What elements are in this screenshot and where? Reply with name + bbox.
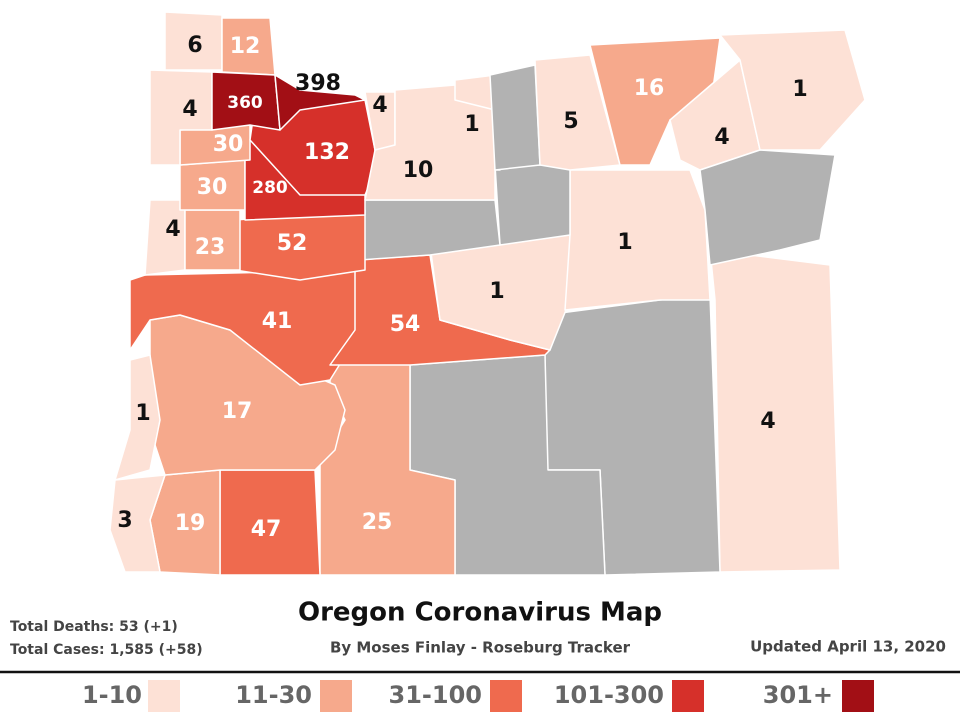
county-cases: 54	[390, 312, 421, 337]
county-cases: 6	[187, 33, 202, 58]
title: Oregon Coronavirus Map	[298, 598, 662, 628]
subtitle: By Moses Finlay - Roseburg Tracker	[330, 639, 631, 657]
county	[719, 29, 866, 151]
county	[274, 74, 366, 131]
county-cases: 4	[372, 93, 387, 118]
county-cases: 1	[489, 279, 504, 304]
county-cases: 280	[252, 178, 288, 198]
legend-swatch	[490, 680, 522, 712]
county-cases: 360	[227, 93, 263, 113]
county	[211, 71, 281, 131]
updated: Updated April 13, 2020	[750, 638, 946, 656]
legend-label: 101-300	[554, 681, 664, 709]
total-cases: Total Cases: 1,585 (+58)	[10, 642, 203, 658]
county-cases: 1	[617, 230, 632, 255]
county-cases: 12	[230, 34, 261, 59]
county-cases: 25	[362, 510, 393, 535]
legend-label: 301+	[763, 681, 833, 709]
legend-label: 31-100	[389, 681, 482, 709]
legend-label: 11-30	[235, 681, 312, 709]
county-cases: 3	[117, 508, 132, 533]
county-cases: 4	[714, 125, 729, 150]
county	[114, 354, 161, 481]
county-cases: 1	[792, 77, 807, 102]
county-cases: 5	[563, 109, 578, 134]
county-cases: 398	[295, 71, 341, 96]
county	[489, 64, 541, 171]
county-cases: 132	[304, 140, 350, 165]
legend-label: 1-10	[82, 681, 142, 709]
county	[709, 249, 841, 573]
county-cases: 1	[135, 401, 150, 426]
county-cases: 4	[182, 97, 197, 122]
county-cases: 4	[760, 409, 775, 434]
county	[564, 169, 711, 311]
county	[534, 54, 621, 171]
legend-swatch	[320, 680, 352, 712]
county-cases: 19	[175, 511, 206, 536]
county-cases: 23	[195, 235, 226, 260]
county-cases: 16	[634, 76, 665, 101]
legend-swatch	[842, 680, 874, 712]
county-cases: 1	[464, 112, 479, 137]
county-cases: 30	[197, 175, 228, 200]
county-cases: 4	[165, 217, 180, 242]
county	[494, 164, 571, 246]
total-deaths: Total Deaths: 53 (+1)	[10, 619, 178, 635]
county-cases: 47	[251, 517, 282, 542]
legend-swatch	[148, 680, 180, 712]
county-cases: 30	[213, 132, 244, 157]
legend: 1-10 11-30 31-100 101-300 301+	[82, 680, 874, 712]
county	[699, 149, 836, 266]
county-cases: 17	[222, 399, 253, 424]
county-cases: 52	[277, 231, 308, 256]
legend-swatch	[672, 680, 704, 712]
county-cases: 10	[403, 158, 434, 183]
county-cases: 41	[262, 309, 293, 334]
